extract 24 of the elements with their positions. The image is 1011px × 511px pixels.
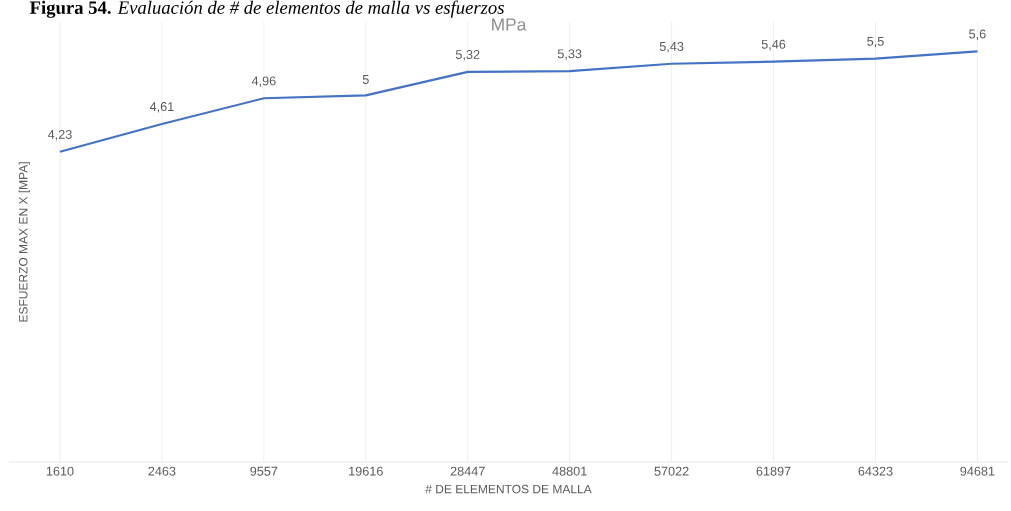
chart-title: MPa [492,18,527,31]
x-tick-label: 48801 [552,466,587,476]
y-axis-title: ESFUERZO MAX EN X [MPA] [18,162,30,322]
data-label: 4,61 [149,102,174,113]
x-tick-label: 28447 [450,466,485,476]
x-tick-label: 19616 [349,466,383,476]
x-tick-label: 2463 [148,466,176,476]
x-tick-label: 57022 [654,466,689,476]
x-axis-title: # DE ELEMENTOS DE MALLA [425,484,592,494]
data-label: 4,23 [47,129,72,141]
x-tick-label: 61897 [756,466,791,476]
data-label: 5,5 [867,36,884,48]
x-tick-label: 94681 [960,466,995,476]
data-label: 5,46 [761,39,786,51]
data-label: 5,33 [557,49,582,60]
x-tick-label: 64323 [858,466,893,476]
x-tick-label: 1610 [46,466,74,476]
x-tick-label: 9557 [250,466,278,476]
data-label: 5,43 [659,41,684,53]
data-label: 4,96 [251,76,276,87]
data-label: 5,6 [969,29,986,40]
data-label: 5,32 [455,50,480,61]
data-label: 5 [362,75,369,84]
text: Figura 54. Evaluación de # de elementos de malla vs esfuerzos [29,0,504,18]
